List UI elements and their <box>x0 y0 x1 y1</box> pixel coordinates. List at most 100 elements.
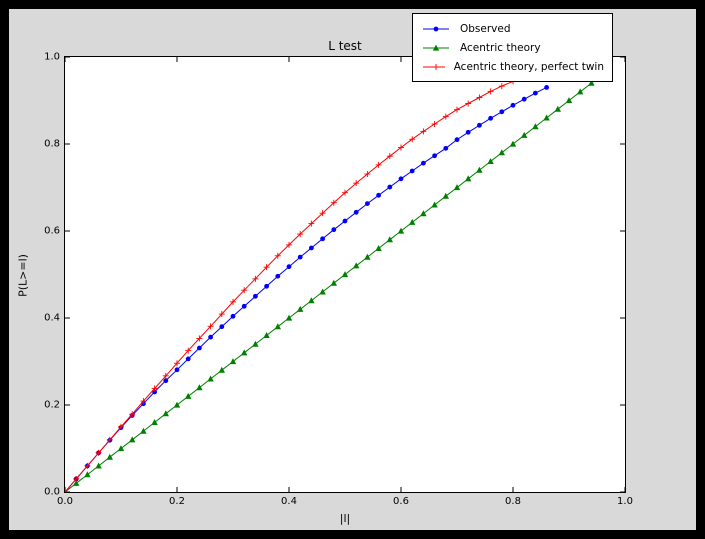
marker-triangle <box>543 114 550 121</box>
marker-circle <box>286 264 292 270</box>
marker-triangle <box>319 288 326 295</box>
marker-triangle <box>162 410 169 417</box>
series-line-acentric-theory-perfect-twin <box>65 68 547 492</box>
marker-circle <box>297 254 303 260</box>
marker-circle <box>174 367 180 373</box>
marker-circle <box>197 345 202 351</box>
legend-label: Acentric theory, perfect twin <box>453 60 604 73</box>
marker-triangle <box>442 192 449 199</box>
legend-line-observed <box>423 26 449 31</box>
marker-triangle <box>129 436 136 443</box>
marker-triangle <box>476 166 483 173</box>
marker-triangle <box>453 184 461 191</box>
marker-triangle <box>420 210 427 217</box>
marker-triangle <box>263 332 270 338</box>
legend: Observed Acentric theory Acentric theory… <box>412 13 613 82</box>
marker-triangle <box>218 366 225 373</box>
marker-triangle <box>341 271 349 278</box>
marker-triangle <box>84 471 91 478</box>
marker-triangle <box>386 236 393 243</box>
series-line-observed <box>65 86 547 492</box>
marker-circle <box>219 324 225 330</box>
marker-triangle <box>297 305 304 312</box>
marker-circle <box>421 160 426 166</box>
marker-triangle <box>330 279 337 286</box>
marker-circle <box>443 145 449 151</box>
marker-circle <box>409 168 415 174</box>
marker-triangle <box>532 123 539 130</box>
marker-triangle <box>465 175 472 182</box>
marker-triangle <box>364 253 371 260</box>
marker-triangle <box>151 419 158 425</box>
marker-triangle <box>95 462 102 469</box>
marker-circle <box>264 283 269 289</box>
marker-triangle <box>409 218 416 225</box>
series-markers-acentric-theory <box>65 71 606 492</box>
marker-triangle <box>521 131 528 138</box>
marker-circle <box>454 137 460 143</box>
marker-circle <box>387 184 393 190</box>
marker-circle <box>331 227 337 233</box>
y-axis-label: P(L>=l) <box>16 254 30 297</box>
marker-circle <box>208 334 214 340</box>
marker-circle <box>342 218 348 224</box>
marker-triangle <box>509 140 517 147</box>
marker-triangle <box>353 262 360 269</box>
marker-triangle <box>196 384 203 391</box>
legend-label: Acentric theory <box>460 41 541 54</box>
marker-triangle <box>554 105 561 112</box>
legend-item-perfect-twin: Acentric theory, perfect twin <box>421 57 604 76</box>
marker-circle <box>433 26 439 31</box>
marker-circle <box>521 96 527 102</box>
marker-circle <box>376 192 381 198</box>
legend-line-perfect-twin <box>423 63 445 70</box>
marker-circle <box>432 153 437 159</box>
legend-item-observed: Observed <box>421 19 604 38</box>
chart-title: L test <box>328 39 362 53</box>
marker-circle <box>152 389 157 395</box>
marker-triangle <box>577 88 584 95</box>
marker-triangle <box>73 479 80 486</box>
plot-area <box>64 56 626 493</box>
marker-triangle <box>432 44 440 51</box>
marker-circle <box>309 245 314 251</box>
marker-circle <box>241 303 247 309</box>
x-axis-label: |l| <box>339 512 351 525</box>
marker-triangle <box>285 314 293 321</box>
marker-triangle <box>588 79 595 86</box>
marker-circle <box>533 90 538 96</box>
marker-triangle <box>207 375 214 382</box>
marker-triangle <box>397 227 405 234</box>
series-markers-acentric-theory-perfect-twin <box>65 66 550 492</box>
marker-circle <box>185 356 191 362</box>
marker-triangle <box>375 245 382 251</box>
marker-circle <box>544 85 549 90</box>
marker-triangle <box>140 427 147 434</box>
marker-triangle <box>308 297 315 304</box>
marker-circle <box>320 236 325 242</box>
marker-circle <box>365 201 370 206</box>
marker-circle <box>510 102 516 108</box>
series-markers-observed <box>65 85 549 492</box>
marker-circle <box>275 273 281 279</box>
marker-circle <box>230 313 236 319</box>
marker-triangle <box>106 453 113 460</box>
marker-triangle <box>498 149 505 156</box>
legend-label: Observed <box>460 22 511 35</box>
marker-triangle <box>241 349 248 356</box>
legend-line-acentric-theory <box>423 44 449 51</box>
marker-circle <box>488 115 493 121</box>
marker-circle <box>253 293 258 299</box>
legend-item-acentric-theory: Acentric theory <box>421 38 604 57</box>
marker-triangle <box>431 201 438 208</box>
marker-triangle <box>565 97 573 104</box>
plot-canvas <box>65 57 625 492</box>
marker-circle <box>499 109 505 115</box>
marker-triangle <box>229 358 237 365</box>
marker-triangle <box>487 158 494 164</box>
marker-triangle <box>274 323 281 330</box>
marker-circle <box>398 176 404 182</box>
marker-triangle <box>252 340 259 347</box>
marker-triangle <box>173 401 181 408</box>
